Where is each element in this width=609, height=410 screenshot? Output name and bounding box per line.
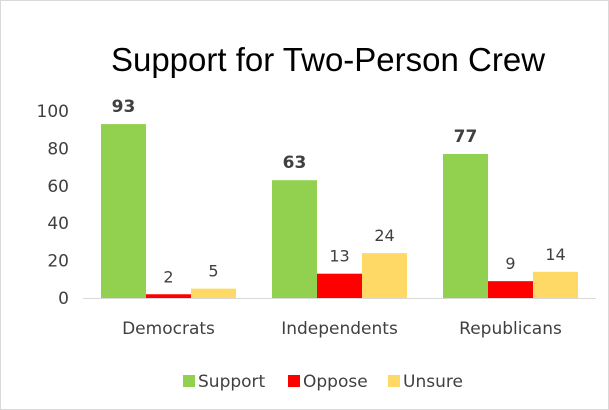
y-tick-label: 0 [58,289,69,309]
legend-label-unsure: Unsure [403,372,463,392]
bar-support [443,154,488,298]
data-label: 14 [545,245,565,264]
bar-unsure [533,271,578,298]
x-category-label: Democrats [122,319,215,339]
y-tick-label: 40 [47,214,69,234]
y-axis: 0 20 40 60 80 100 [37,102,69,309]
bar-unsure [362,253,407,298]
legend-swatch-support [183,375,195,387]
data-label: 13 [329,247,349,266]
data-labels: 93 2 5 63 13 24 77 9 14 [112,97,566,286]
data-label: 2 [163,267,173,286]
chart-title: Support for Two-Person Crew [111,41,545,78]
data-label: 77 [454,127,478,147]
legend-label-support: Support [198,372,266,392]
bars [101,124,578,298]
data-label: 24 [374,226,394,245]
legend-swatch-unsure [388,375,400,387]
x-axis: Democrats Independents Republicans [83,298,596,339]
bar-support [272,180,317,298]
x-category-label: Independents [281,319,398,339]
y-tick-label: 100 [37,102,69,122]
bar-oppose [146,294,191,298]
legend: Support Oppose Unsure [183,372,463,392]
y-tick-label: 20 [47,252,69,272]
bar-oppose [317,273,362,298]
bar-unsure [191,288,236,298]
bar-oppose [488,281,533,298]
legend-label-oppose: Oppose [303,372,368,392]
y-tick-label: 60 [47,177,69,197]
x-category-label: Republicans [459,319,562,339]
bar-support [101,124,146,298]
legend-swatch-oppose [288,375,300,387]
data-label: 9 [505,254,515,273]
y-tick-label: 80 [47,139,69,159]
data-label: 93 [112,97,136,117]
data-label: 63 [283,153,307,173]
data-label: 5 [208,262,218,281]
